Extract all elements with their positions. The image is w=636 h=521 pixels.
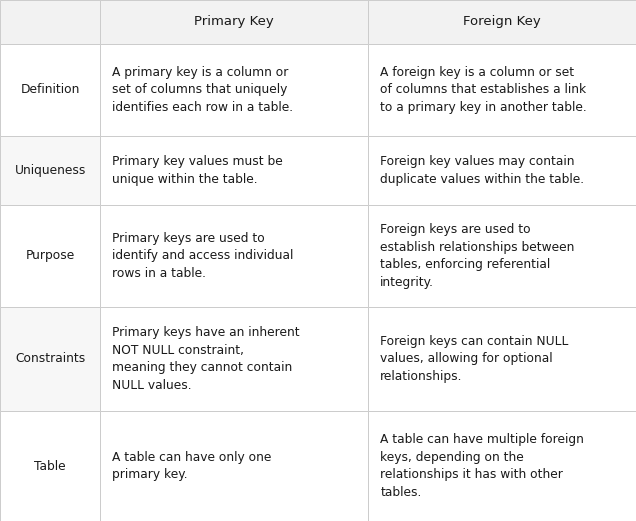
Bar [0, 205, 100, 306]
Bar [100, 205, 368, 306]
Bar [100, 306, 368, 411]
Text: Foreign Key: Foreign Key [463, 16, 541, 29]
Text: A primary key is a column or
set of columns that uniquely
identifies each row in: A primary key is a column or set of colu… [113, 66, 294, 114]
Bar [0, 306, 100, 411]
Bar [0, 0, 100, 44]
Text: A table can have only one
primary key.: A table can have only one primary key. [113, 451, 272, 481]
Text: Foreign keys can contain NULL
values, allowing for optional
relationships.: Foreign keys can contain NULL values, al… [380, 335, 569, 383]
Text: A foreign key is a column or set
of columns that establishes a link
to a primary: A foreign key is a column or set of colu… [380, 66, 587, 114]
Text: Definition: Definition [20, 83, 80, 96]
Bar [100, 0, 368, 44]
Bar [368, 306, 636, 411]
Bar [0, 136, 100, 205]
Bar [368, 411, 636, 521]
Bar [368, 44, 636, 136]
Text: Purpose: Purpose [25, 249, 75, 262]
Text: Primary keys are used to
identify and access individual
rows in a table.: Primary keys are used to identify and ac… [113, 232, 294, 280]
Bar [368, 136, 636, 205]
Bar [0, 44, 100, 136]
Bar [368, 0, 636, 44]
Text: Uniqueness: Uniqueness [15, 164, 86, 177]
Text: Primary Key: Primary Key [195, 16, 274, 29]
Bar [100, 136, 368, 205]
Text: Foreign key values may contain
duplicate values within the table.: Foreign key values may contain duplicate… [380, 155, 584, 186]
Text: Primary keys have an inherent
NOT NULL constraint,
meaning they cannot contain
N: Primary keys have an inherent NOT NULL c… [113, 326, 300, 392]
Text: A table can have multiple foreign
keys, depending on the
relationships it has wi: A table can have multiple foreign keys, … [380, 433, 584, 499]
Text: Table: Table [34, 460, 66, 473]
Text: Constraints: Constraints [15, 352, 85, 365]
Text: Foreign keys are used to
establish relationships between
tables, enforcing refer: Foreign keys are used to establish relat… [380, 223, 574, 289]
Bar [0, 411, 100, 521]
Text: Primary key values must be
unique within the table.: Primary key values must be unique within… [113, 155, 283, 186]
Bar [100, 44, 368, 136]
Bar [368, 205, 636, 306]
Bar [100, 411, 368, 521]
